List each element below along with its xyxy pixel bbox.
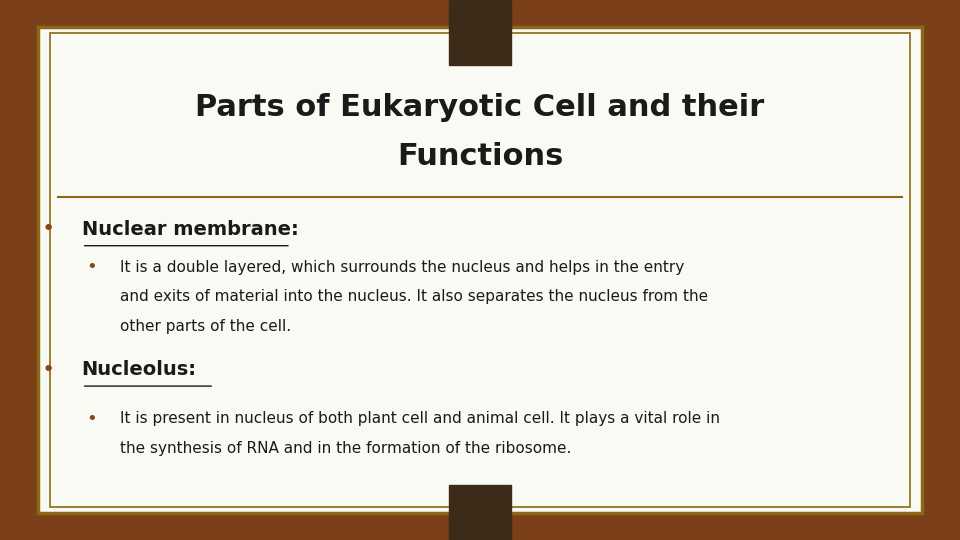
Text: It is present in nucleus of both plant cell and animal cell. It plays a vital ro: It is present in nucleus of both plant c… — [120, 411, 720, 426]
Text: Nuclear membrane:: Nuclear membrane: — [82, 220, 299, 239]
Text: •: • — [85, 409, 97, 428]
Bar — [449, 0, 511, 65]
FancyBboxPatch shape — [38, 27, 922, 513]
Text: •: • — [85, 258, 97, 276]
Text: Parts of Eukaryotic Cell and their: Parts of Eukaryotic Cell and their — [196, 93, 764, 123]
Text: and exits of material into the nucleus. It also separates the nucleus from the: and exits of material into the nucleus. … — [120, 289, 708, 305]
Text: the synthesis of RNA and in the formation of the ribosome.: the synthesis of RNA and in the formatio… — [120, 441, 571, 456]
Text: It is a double layered, which surrounds the nucleus and helps in the entry: It is a double layered, which surrounds … — [120, 260, 684, 275]
Text: •: • — [41, 219, 55, 240]
Text: Functions: Functions — [396, 142, 564, 171]
Bar — [449, 485, 511, 540]
Text: •: • — [41, 360, 55, 380]
Text: Nucleolus:: Nucleolus: — [82, 360, 197, 380]
Text: other parts of the cell.: other parts of the cell. — [120, 319, 291, 334]
